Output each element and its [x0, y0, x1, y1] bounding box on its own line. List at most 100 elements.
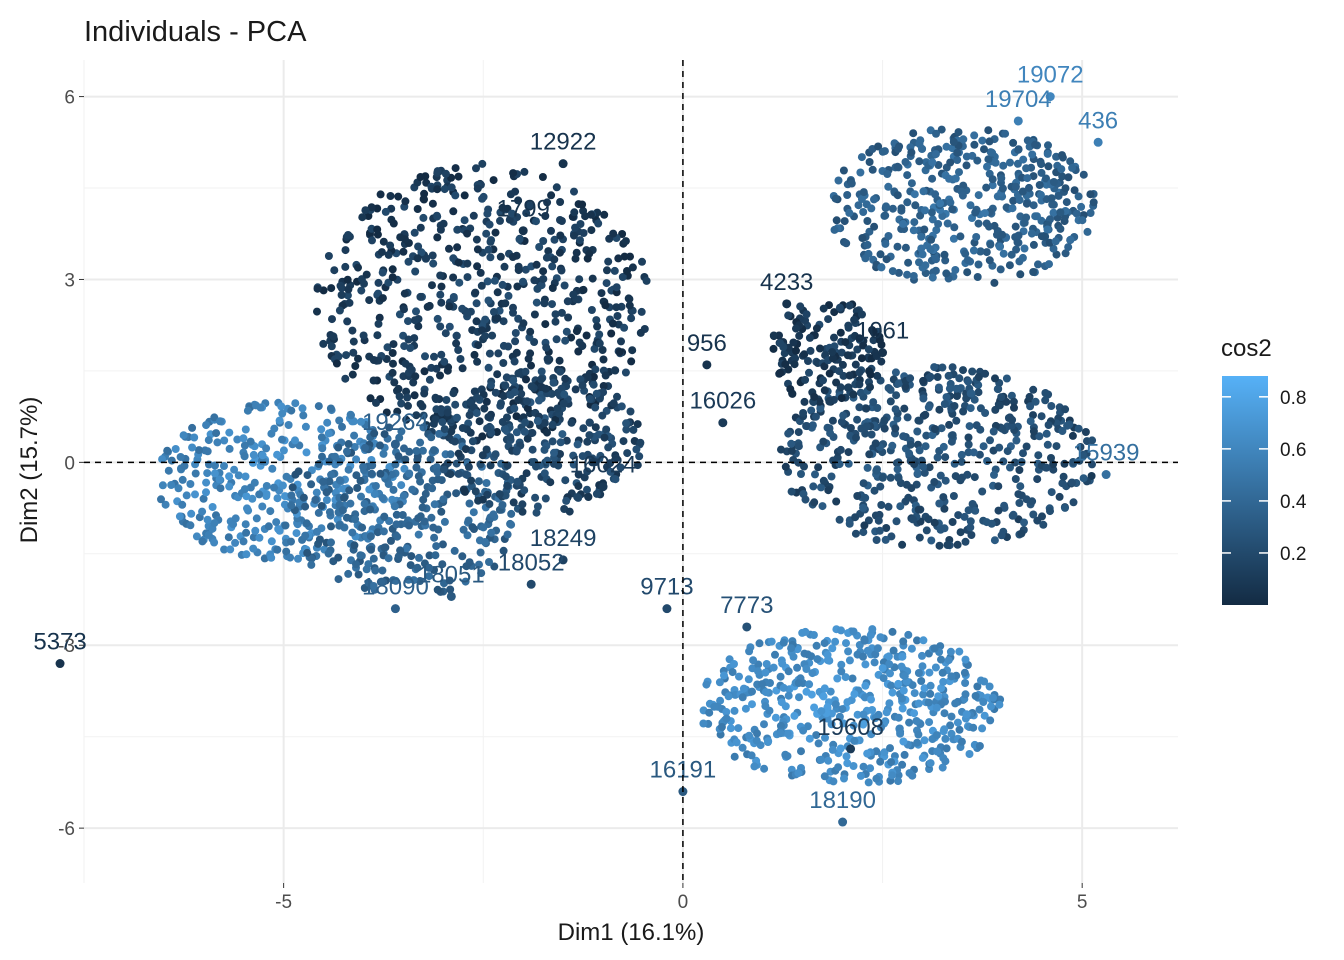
data-point	[821, 733, 829, 742]
data-point	[569, 290, 578, 299]
data-point	[484, 413, 493, 422]
data-point	[794, 769, 803, 778]
data-point	[919, 462, 928, 471]
data-point	[897, 204, 906, 213]
data-point	[563, 297, 572, 306]
data-point	[567, 333, 576, 342]
data-point	[1066, 157, 1075, 166]
data-point	[862, 422, 871, 431]
data-point	[949, 137, 958, 146]
data-point	[799, 726, 808, 735]
data-point	[830, 308, 839, 317]
data-point	[595, 339, 604, 348]
data-point	[409, 378, 418, 387]
data-point	[188, 423, 197, 432]
data-point	[471, 288, 480, 297]
data-point	[359, 462, 368, 471]
data-point	[837, 348, 846, 357]
data-point	[961, 679, 970, 687]
data-point	[477, 569, 486, 578]
data-point	[784, 667, 793, 676]
data-point	[891, 368, 900, 377]
data-point	[974, 373, 983, 381]
labeled-point	[742, 622, 752, 632]
data-point	[838, 360, 847, 369]
data-point	[469, 508, 478, 517]
data-point	[1020, 244, 1029, 253]
data-point	[365, 485, 374, 494]
data-point	[809, 482, 818, 491]
data-point	[496, 216, 504, 225]
data-point	[1018, 187, 1027, 196]
data-point	[526, 349, 535, 358]
data-point	[399, 491, 408, 500]
data-point	[425, 563, 434, 572]
data-point	[340, 493, 349, 502]
data-point	[410, 316, 419, 325]
data-point	[571, 385, 580, 394]
data-point	[440, 185, 449, 194]
data-point	[291, 436, 299, 445]
data-point	[462, 470, 470, 479]
data-point	[888, 441, 897, 450]
data-point	[841, 673, 850, 682]
data-point	[258, 451, 267, 460]
data-point	[986, 436, 994, 445]
data-point	[891, 405, 900, 414]
data-point	[405, 469, 414, 478]
data-point	[317, 425, 326, 434]
data-point	[570, 208, 579, 217]
data-point	[240, 485, 249, 494]
data-point	[617, 337, 625, 346]
data-point	[404, 401, 412, 410]
data-point	[869, 327, 878, 336]
data-point	[394, 384, 403, 393]
data-point	[202, 488, 210, 497]
data-point	[755, 639, 764, 648]
data-point	[960, 668, 969, 677]
point-label: 18051	[418, 561, 485, 588]
data-point	[455, 278, 464, 287]
data-point	[873, 371, 882, 380]
data-point	[453, 243, 462, 252]
data-point	[824, 315, 833, 324]
data-point	[797, 470, 805, 478]
data-point	[203, 515, 212, 524]
data-point	[793, 663, 802, 672]
data-point	[312, 488, 321, 497]
data-point	[558, 430, 567, 439]
data-point	[574, 470, 583, 479]
data-point	[745, 647, 754, 656]
data-point	[954, 511, 963, 520]
data-point	[378, 294, 387, 303]
data-point	[540, 299, 549, 308]
data-point	[984, 155, 993, 164]
data-point	[981, 409, 990, 417]
data-point	[542, 343, 551, 352]
data-point	[1079, 170, 1088, 179]
data-point	[1014, 145, 1023, 154]
data-point	[503, 413, 511, 422]
data-point	[1049, 208, 1058, 217]
data-point	[334, 443, 343, 452]
data-point	[1011, 475, 1020, 483]
data-point	[881, 239, 890, 248]
data-point	[866, 764, 875, 773]
data-point	[383, 343, 392, 352]
data-point	[522, 209, 531, 218]
data-point	[413, 254, 422, 263]
data-point	[601, 371, 610, 380]
data-point	[391, 576, 400, 585]
data-point	[1020, 518, 1028, 527]
data-point	[798, 628, 807, 637]
data-point	[584, 493, 593, 501]
data-point	[848, 674, 857, 683]
data-point	[926, 689, 935, 698]
data-point	[351, 515, 360, 524]
data-point	[599, 382, 608, 390]
data-point	[938, 668, 947, 677]
data-point	[1029, 201, 1038, 210]
data-point	[970, 473, 979, 482]
legend-tick-label: 0.4	[1280, 492, 1307, 513]
data-point	[198, 537, 207, 546]
